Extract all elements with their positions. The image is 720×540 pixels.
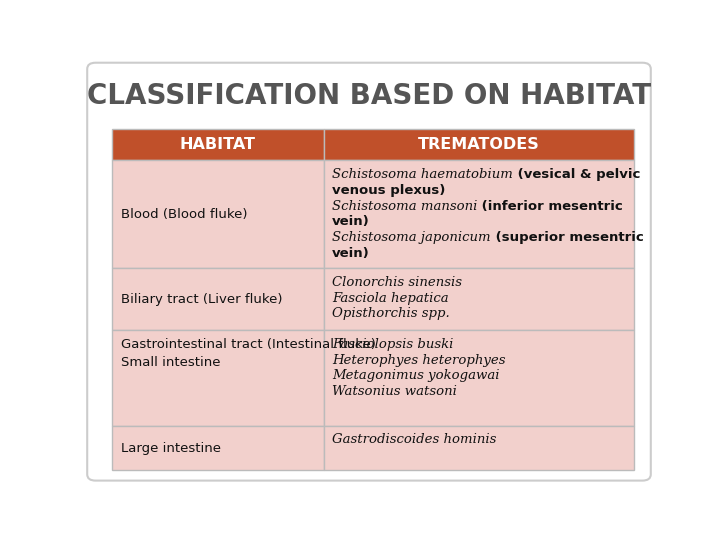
- Bar: [112, 160, 323, 268]
- Text: Schistosoma haematobium: Schistosoma haematobium: [332, 168, 513, 181]
- Bar: [112, 330, 323, 426]
- Text: Metagonimus yokogawai: Metagonimus yokogawai: [332, 369, 500, 382]
- Text: Biliary tract (Liver fluke): Biliary tract (Liver fluke): [121, 293, 282, 306]
- Bar: [112, 268, 323, 330]
- Text: Gastrodiscoides hominis: Gastrodiscoides hominis: [332, 434, 496, 447]
- Text: Watsonius watsoni: Watsonius watsoni: [332, 385, 457, 399]
- Text: TREMATODES: TREMATODES: [418, 137, 540, 152]
- Text: (inferior mesentric: (inferior mesentric: [477, 199, 623, 213]
- Bar: [112, 129, 323, 160]
- Bar: [323, 426, 634, 470]
- Text: Gastrointestinal tract (Intestinal fluke)
Small intestine: Gastrointestinal tract (Intestinal fluke…: [121, 338, 376, 369]
- Bar: [323, 330, 634, 426]
- Text: HABITAT: HABITAT: [180, 137, 256, 152]
- Text: Fasciola hepatica: Fasciola hepatica: [332, 292, 449, 305]
- Text: Heterophyes heterophyes: Heterophyes heterophyes: [332, 354, 505, 367]
- FancyBboxPatch shape: [87, 63, 651, 481]
- Text: CLASSIFICATION BASED ON HABITAT: CLASSIFICATION BASED ON HABITAT: [87, 82, 651, 110]
- Bar: [112, 426, 323, 470]
- Bar: [323, 160, 634, 268]
- Bar: [323, 129, 634, 160]
- Text: (vesical & pelvic: (vesical & pelvic: [513, 168, 640, 181]
- Text: vein): vein): [332, 247, 370, 260]
- Text: Opisthorchis spp.: Opisthorchis spp.: [332, 307, 450, 321]
- Text: Fasciolopsis buski: Fasciolopsis buski: [332, 338, 454, 351]
- Text: Schistosoma mansoni: Schistosoma mansoni: [332, 199, 477, 213]
- Text: Large intestine: Large intestine: [121, 442, 221, 455]
- Text: Blood (Blood fluke): Blood (Blood fluke): [121, 208, 247, 221]
- Text: vein): vein): [332, 215, 370, 228]
- Text: Schistosoma japonicum: Schistosoma japonicum: [332, 231, 490, 244]
- Text: Clonorchis sinensis: Clonorchis sinensis: [332, 276, 462, 289]
- Bar: [323, 268, 634, 330]
- Text: (superior mesentric: (superior mesentric: [490, 231, 644, 244]
- Text: venous plexus): venous plexus): [332, 184, 446, 197]
